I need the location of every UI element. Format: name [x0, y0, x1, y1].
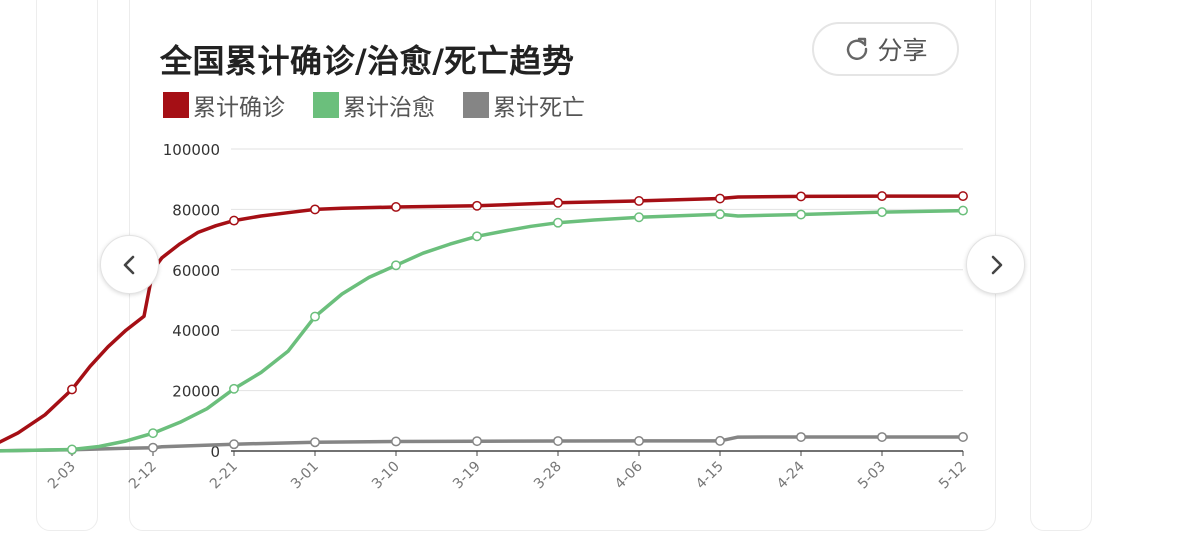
data-point-dead [958, 432, 968, 442]
data-point-cured [67, 444, 77, 455]
next-card-edge [1030, 0, 1092, 531]
data-point-dead [634, 435, 644, 446]
legend-label-confirmed: 累计确诊 [193, 95, 285, 121]
chevron-left-icon [123, 255, 134, 274]
data-point-cured [553, 217, 563, 228]
x-tick-label: 2-03 [45, 459, 79, 493]
previous-card-edge [36, 0, 98, 531]
data-point-dead [148, 442, 158, 453]
legend-label-dead: 累计死亡 [493, 95, 585, 121]
data-point-confirmed [634, 195, 644, 206]
legend-swatch-dead [463, 92, 489, 118]
y-tick-label: 80000 [172, 201, 220, 219]
next-button[interactable] [966, 235, 1025, 294]
chevron-right-icon [991, 255, 1002, 274]
data-point-dead [715, 435, 725, 446]
data-point-cured [310, 311, 320, 322]
series-line-dead [0, 435, 965, 453]
data-point-cured [391, 260, 401, 271]
data-point-dead [472, 436, 482, 447]
data-point-dead [229, 439, 239, 450]
share-button[interactable]: 分享 [812, 22, 959, 76]
legend-item-confirmed[interactable]: 累计确诊 [163, 88, 285, 122]
data-point-dead [310, 437, 320, 448]
data-point-confirmed [472, 200, 482, 211]
x-tick-label: 3-10 [369, 459, 403, 493]
data-point-dead [553, 436, 563, 446]
y-tick-label: 0 [210, 443, 220, 461]
data-point-confirmed [67, 384, 77, 395]
series-line-cured [0, 208, 965, 453]
data-point-cured [472, 231, 482, 242]
legend-swatch-confirmed [163, 92, 189, 118]
data-point-confirmed [229, 215, 239, 226]
data-point-confirmed [553, 197, 563, 208]
y-tick-label: 100000 [163, 141, 220, 159]
data-point-cured [958, 205, 968, 216]
x-tick-label: 4-15 [693, 459, 727, 493]
y-tick-label: 20000 [172, 383, 220, 401]
data-point-confirmed [877, 191, 887, 202]
data-point-dead [877, 432, 887, 442]
data-point-cured [229, 383, 239, 394]
legend-swatch-cured [313, 92, 339, 118]
data-point-confirmed [310, 204, 320, 215]
prev-button[interactable] [100, 235, 159, 294]
chart-legend: 累计确诊 累计治愈 累计死亡 [163, 88, 585, 122]
x-tick-label: 3-28 [531, 459, 565, 493]
data-point-cured [796, 209, 806, 220]
x-tick-label: 4-24 [774, 458, 808, 492]
x-tick-label: 3-19 [450, 459, 484, 493]
data-point-cured [148, 428, 158, 439]
data-point-confirmed [715, 193, 725, 204]
data-point-cured [634, 212, 644, 223]
data-point-confirmed [796, 191, 806, 202]
data-point-dead [391, 436, 401, 447]
refresh-share-icon [847, 37, 868, 60]
x-tick-label: 2-21 [207, 459, 241, 493]
x-tick-label: 3-01 [288, 459, 322, 493]
x-tick-label: 2-12 [126, 459, 160, 493]
legend-label-cured: 累计治愈 [343, 95, 435, 121]
data-point-dead [796, 432, 806, 442]
data-point-cured [715, 209, 725, 220]
data-point-confirmed [958, 191, 968, 202]
legend-item-cured[interactable]: 累计治愈 [313, 88, 435, 122]
y-tick-label: 40000 [172, 322, 220, 340]
y-tick-label: 60000 [172, 262, 220, 280]
x-tick-label: 5-03 [855, 459, 889, 493]
legend-item-dead[interactable]: 累计死亡 [463, 88, 585, 122]
x-tick-label: 5-12 [936, 459, 970, 493]
share-label: 分享 [877, 36, 928, 65]
data-point-confirmed [391, 202, 401, 212]
x-tick-label: 4-06 [612, 458, 646, 492]
chart-title: 全国累计确诊/治愈/死亡趋势 [160, 42, 575, 80]
data-point-cured [877, 207, 887, 218]
